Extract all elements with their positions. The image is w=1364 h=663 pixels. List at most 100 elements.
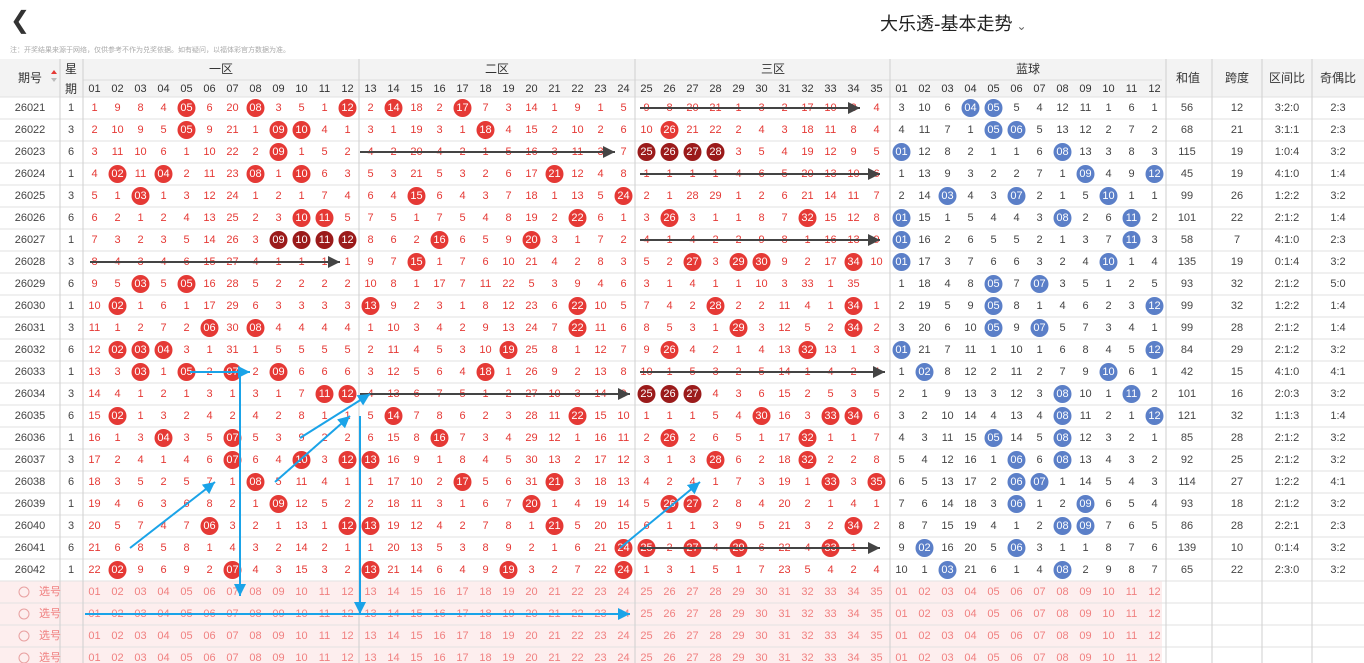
pick-red-number[interactable]: 08 — [249, 652, 261, 663]
pick-red-number[interactable]: 10 — [295, 586, 307, 598]
pick-red-number[interactable]: 23 — [594, 652, 606, 663]
pick-red-number[interactable]: 02 — [111, 586, 123, 598]
pick-red-number[interactable]: 28 — [709, 586, 721, 598]
pick-blue-number[interactable]: 06 — [1010, 608, 1022, 620]
pick-red-number[interactable]: 01 — [88, 630, 100, 642]
pick-red-number[interactable]: 26 — [663, 586, 675, 598]
pick-red-number[interactable]: 24 — [617, 652, 629, 663]
pick-red-number[interactable]: 16 — [433, 652, 445, 663]
pick-red-number[interactable]: 26 — [663, 652, 675, 663]
pick-blue-number[interactable]: 12 — [1148, 652, 1160, 663]
pick-red-number[interactable]: 06 — [203, 652, 215, 663]
pick-red-number[interactable]: 31 — [778, 630, 790, 642]
pick-red-number[interactable]: 31 — [778, 586, 790, 598]
pick-blue-number[interactable]: 08 — [1056, 608, 1068, 620]
pick-blue-number[interactable]: 04 — [964, 630, 976, 642]
pick-red-number[interactable]: 09 — [272, 630, 284, 642]
pick-red-number[interactable]: 07 — [226, 630, 238, 642]
pick-red-number[interactable]: 05 — [180, 652, 192, 663]
pick-red-number[interactable]: 26 — [663, 608, 675, 620]
select-label[interactable]: 选号 — [39, 651, 61, 663]
pick-red-number[interactable]: 12 — [341, 630, 353, 642]
pick-red-number[interactable]: 19 — [502, 608, 514, 620]
pick-red-number[interactable]: 01 — [88, 652, 100, 663]
pick-red-number[interactable]: 23 — [594, 586, 606, 598]
pick-blue-number[interactable]: 09 — [1079, 608, 1091, 620]
pick-red-number[interactable]: 07 — [226, 652, 238, 663]
pick-red-number[interactable]: 22 — [571, 630, 583, 642]
pick-red-number[interactable]: 20 — [525, 630, 537, 642]
pick-red-number[interactable]: 05 — [180, 630, 192, 642]
pick-blue-number[interactable]: 03 — [941, 586, 953, 598]
pick-blue-number[interactable]: 01 — [895, 652, 907, 663]
pick-red-number[interactable]: 19 — [502, 586, 514, 598]
pick-red-number[interactable]: 25 — [640, 608, 652, 620]
pick-blue-number[interactable]: 12 — [1148, 586, 1160, 598]
pick-red-number[interactable]: 02 — [111, 652, 123, 663]
pick-red-number[interactable]: 11 — [319, 586, 330, 598]
pick-red-number[interactable]: 04 — [157, 630, 169, 642]
sort-up-icon[interactable] — [51, 70, 57, 74]
pick-red-number[interactable]: 15 — [410, 608, 422, 620]
pick-blue-number[interactable]: 09 — [1079, 586, 1091, 598]
pick-red-number[interactable]: 21 — [548, 630, 560, 642]
pick-red-number[interactable]: 33 — [824, 608, 836, 620]
pick-blue-number[interactable]: 04 — [964, 608, 976, 620]
pick-red-number[interactable]: 32 — [801, 652, 813, 663]
pick-red-number[interactable]: 17 — [456, 652, 468, 663]
pick-red-number[interactable]: 17 — [456, 586, 468, 598]
pick-red-number[interactable]: 03 — [134, 608, 146, 620]
pick-red-number[interactable]: 16 — [433, 630, 445, 642]
pick-red-number[interactable]: 31 — [778, 652, 790, 663]
pick-blue-number[interactable]: 10 — [1102, 608, 1114, 620]
pick-blue-number[interactable]: 11 — [1126, 608, 1137, 620]
pick-red-number[interactable]: 20 — [525, 586, 537, 598]
pick-red-number[interactable]: 15 — [410, 630, 422, 642]
pick-red-number[interactable]: 20 — [525, 608, 537, 620]
pick-blue-number[interactable]: 01 — [895, 586, 907, 598]
pick-red-number[interactable]: 14 — [387, 608, 399, 620]
pick-blue-number[interactable]: 07 — [1033, 630, 1045, 642]
pick-blue-number[interactable]: 08 — [1056, 586, 1068, 598]
pick-red-number[interactable]: 14 — [387, 630, 399, 642]
pick-red-number[interactable]: 34 — [847, 586, 859, 598]
pick-red-number[interactable]: 33 — [824, 586, 836, 598]
pick-red-number[interactable]: 07 — [226, 586, 238, 598]
pick-blue-number[interactable]: 04 — [964, 586, 976, 598]
pick-blue-number[interactable]: 07 — [1033, 608, 1045, 620]
select-radio[interactable] — [18, 586, 30, 598]
pick-red-number[interactable]: 09 — [272, 652, 284, 663]
pick-red-number[interactable]: 28 — [709, 630, 721, 642]
pick-blue-number[interactable]: 11 — [1126, 630, 1137, 642]
select-label[interactable]: 选号 — [39, 585, 61, 598]
column-header-period[interactable]: 期号 — [18, 71, 42, 85]
pick-red-number[interactable]: 32 — [801, 586, 813, 598]
pick-red-number[interactable]: 30 — [755, 586, 767, 598]
pick-red-number[interactable]: 16 — [433, 608, 445, 620]
pick-red-number[interactable]: 18 — [479, 586, 491, 598]
pick-red-number[interactable]: 32 — [801, 630, 813, 642]
pick-blue-number[interactable]: 06 — [1010, 630, 1022, 642]
select-label[interactable]: 选号 — [39, 607, 61, 620]
pick-blue-number[interactable]: 10 — [1102, 586, 1114, 598]
sort-down-icon[interactable] — [51, 78, 57, 82]
pick-red-number[interactable]: 12 — [341, 608, 353, 620]
pick-red-number[interactable]: 13 — [364, 630, 376, 642]
pick-red-number[interactable]: 29 — [732, 630, 744, 642]
pick-red-number[interactable]: 09 — [272, 608, 284, 620]
pick-blue-number[interactable]: 01 — [895, 630, 907, 642]
chevron-down-icon[interactable]: ⌄ — [1016, 19, 1027, 33]
pick-red-number[interactable]: 17 — [456, 608, 468, 620]
pick-red-number[interactable]: 13 — [364, 652, 376, 663]
pick-red-number[interactable]: 05 — [180, 586, 192, 598]
pick-red-number[interactable]: 34 — [847, 652, 859, 663]
pick-red-number[interactable]: 15 — [410, 652, 422, 663]
pick-red-number[interactable]: 01 — [88, 608, 100, 620]
pick-red-number[interactable]: 07 — [226, 608, 238, 620]
pick-red-number[interactable]: 21 — [548, 608, 560, 620]
select-radio[interactable] — [18, 608, 30, 620]
pick-red-number[interactable]: 18 — [479, 608, 491, 620]
pick-blue-number[interactable]: 03 — [941, 652, 953, 663]
pick-blue-number[interactable]: 05 — [987, 652, 999, 663]
pick-red-number[interactable]: 29 — [732, 652, 744, 663]
